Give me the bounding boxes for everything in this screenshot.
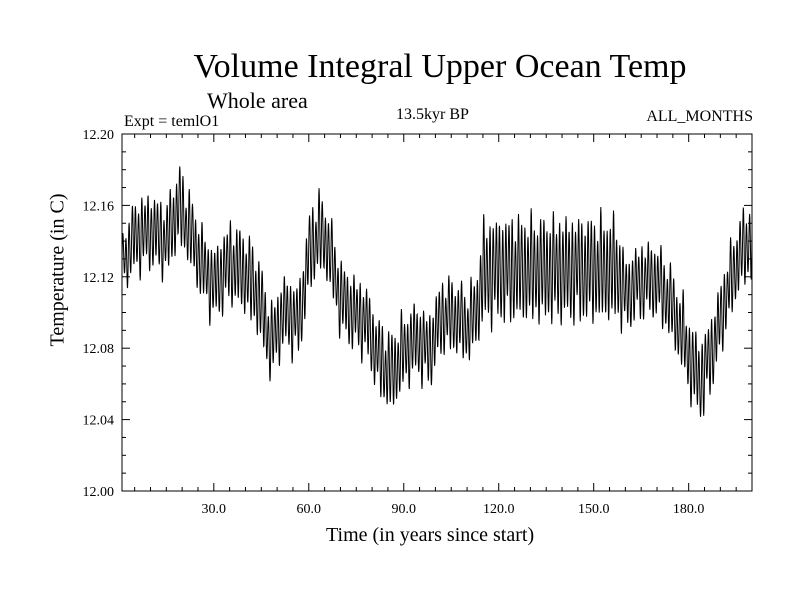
x-tick-label: 60.0 — [297, 502, 322, 517]
x-tick-label: 30.0 — [202, 502, 227, 517]
y-tick-label: 12.00 — [83, 485, 115, 500]
x-axis-label: Time (in years since start) — [326, 524, 535, 546]
x-tick-label: 90.0 — [392, 502, 417, 517]
plot-frame — [121, 133, 753, 492]
x-tick-label: 120.0 — [483, 502, 515, 517]
y-tick-label: 12.04 — [83, 414, 115, 429]
x-tick-label: 150.0 — [578, 502, 610, 517]
series-layer — [121, 166, 753, 417]
axis-ticks: 12.00 12.04 12.08 12.12 12.16 12.20 30.0 60.0 90… — [83, 128, 752, 517]
period-label: 13.5kyr BP — [396, 106, 469, 123]
y-tick-label: 12.12 — [83, 271, 115, 286]
experiment-label: Expt = temlO1 — [124, 113, 220, 130]
y-tick-label: 12.16 — [83, 199, 115, 214]
chart-title: Volume Integral Upper Ocean Temp — [193, 48, 687, 85]
chart-subtitle: Whole area — [207, 88, 308, 113]
series-line — [121, 166, 753, 417]
y-tick-label: 12.20 — [83, 128, 115, 143]
x-tick-label: 180.0 — [673, 502, 705, 517]
y-tick-label: 12.08 — [83, 342, 115, 357]
months-label: ALL_MONTHS — [646, 108, 753, 125]
